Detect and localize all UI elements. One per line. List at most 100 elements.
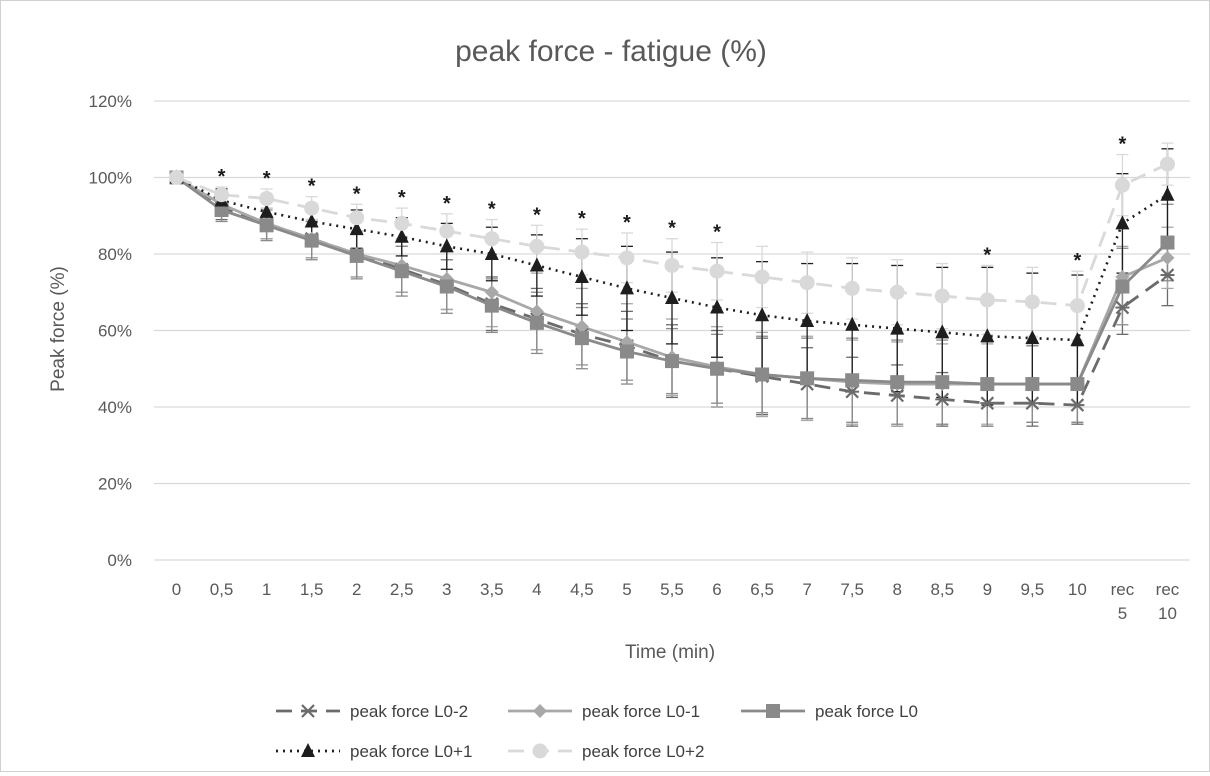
legend: peak force L0-2 peak force L0-1 peak force…: [276, 702, 918, 761]
x-tick-label: 1,5: [300, 580, 324, 599]
data-point: [439, 223, 455, 239]
significance-markers: * * * * * * * * * * * * * * *: [218, 134, 1127, 273]
chart-title: peak force - fatigue (%): [455, 35, 767, 68]
data-point: [890, 375, 905, 390]
data-point: [259, 218, 274, 233]
x-axis-label: Time (min): [625, 642, 715, 663]
data-point: [755, 367, 770, 382]
x-tick-label: 8: [892, 580, 901, 599]
x-tick-label: 5,5: [660, 580, 684, 599]
x-tick-label: 10: [1068, 580, 1087, 599]
x-tick-label: 0,5: [210, 580, 234, 599]
significance-asterisk: *: [1119, 134, 1127, 156]
legend-marker: [532, 743, 548, 759]
x-tick-label: 4: [532, 580, 541, 599]
data-point: [1070, 332, 1085, 347]
legend-entry: peak force L0+1: [276, 742, 472, 761]
data-point: [619, 250, 635, 266]
legend-marker: [766, 704, 780, 718]
data-point: [845, 373, 860, 388]
x-tick-label: 4,5: [570, 580, 594, 599]
data-point: [935, 324, 950, 339]
legend-entry: peak force L0-1: [508, 702, 700, 721]
data-point: [304, 213, 319, 228]
data-point: [710, 361, 725, 376]
significance-asterisk: *: [353, 183, 361, 205]
data-point: [1070, 398, 1085, 412]
x-tick-label: 1: [262, 580, 271, 599]
x-tick-label: 7,5: [840, 580, 864, 599]
data-point: [664, 257, 680, 273]
data-point: [980, 377, 995, 392]
x-tick-label: 9,5: [1021, 580, 1045, 599]
data-point: [754, 269, 770, 285]
data-point: [619, 344, 634, 359]
data-point: [349, 248, 364, 263]
data-point: [1115, 300, 1130, 315]
significance-asterisk: *: [488, 199, 496, 221]
legend-label: peak force L0-2: [350, 702, 468, 721]
y-tick-label: 40%: [98, 398, 132, 417]
x-tick-label: 0: [172, 580, 181, 599]
legend-marker: [301, 704, 315, 718]
y-tick-label: 120%: [89, 92, 132, 111]
data-point: [529, 257, 544, 272]
data-point: [484, 298, 499, 313]
significance-asterisk: *: [218, 166, 226, 188]
data-point: [1069, 298, 1085, 314]
significance-asterisk: *: [983, 244, 991, 266]
significance-asterisk: *: [578, 208, 586, 230]
legend-label: peak force L0: [815, 702, 918, 721]
legend-entry: peak force L0+2: [508, 742, 704, 761]
significance-asterisk: *: [668, 218, 676, 240]
data-point: [1115, 215, 1130, 230]
x-tick-label: 3: [442, 580, 451, 599]
data-point: [845, 316, 860, 331]
legend-label: peak force L0-1: [582, 702, 700, 721]
legend-marker: [533, 704, 547, 718]
data-point: [1160, 186, 1175, 201]
y-axis-ticks: 0% 20% 40% 60% 80% 100% 120%: [89, 92, 132, 570]
data-point: [934, 288, 950, 304]
data-point: [349, 221, 364, 236]
data-point: [394, 228, 409, 243]
significance-asterisk: *: [263, 168, 271, 190]
data-point: [529, 238, 545, 254]
data-point: [1115, 279, 1130, 294]
data-point: [484, 285, 499, 300]
data-point: [169, 170, 185, 185]
data-point: [1025, 330, 1040, 345]
data-point: [574, 331, 589, 346]
legend-entry: peak force L0: [741, 702, 918, 721]
data-point: [574, 268, 589, 283]
data-point: [979, 292, 995, 308]
data-point: [1160, 235, 1175, 250]
data-point: [1114, 177, 1130, 193]
significance-asterisk: *: [398, 187, 406, 209]
data-point: [484, 246, 499, 260]
data-point: [890, 388, 905, 403]
y-axis-label: Peak force (%): [48, 266, 69, 392]
x-tick-label: 2,5: [390, 580, 414, 599]
data-point: [529, 315, 544, 330]
data-point: [665, 289, 679, 304]
data-point: [665, 354, 679, 369]
data-point: [755, 307, 770, 322]
x-tick-label: 5: [622, 580, 631, 599]
data-point: [1025, 396, 1040, 410]
data-point: [980, 396, 995, 410]
data-point: [214, 203, 229, 218]
data-point: [394, 264, 409, 279]
data-point: [1070, 377, 1085, 392]
data-point: [1160, 250, 1175, 265]
y-tick-label: 80%: [98, 245, 132, 264]
legend-label: peak force L0+2: [582, 742, 704, 761]
data-point: [259, 203, 274, 218]
x-tick-label: 8,5: [930, 580, 954, 599]
legend-label: peak force L0+1: [350, 742, 472, 761]
data-point: [1160, 268, 1175, 282]
data-point: [1159, 156, 1175, 172]
data-point: [1025, 377, 1040, 392]
x-tick-label: 7: [802, 580, 811, 599]
data-point: [619, 280, 634, 295]
